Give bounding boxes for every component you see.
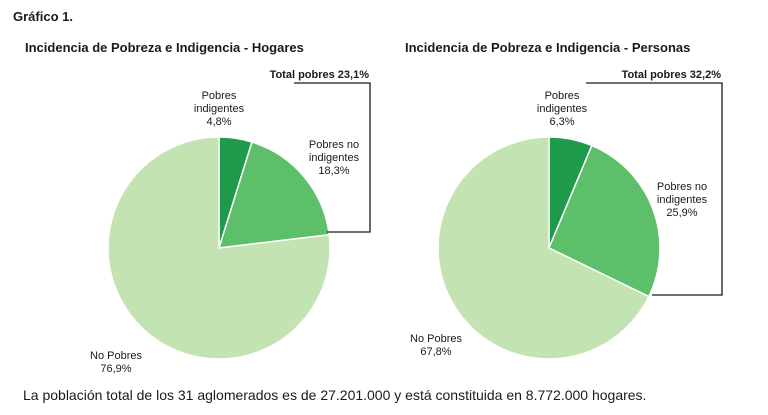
slice-label-no-pobres: No Pobres 76,9% — [90, 350, 142, 375]
total-pobres-label: Total pobres 32,2% — [622, 69, 722, 81]
total-pobres-label: Total pobres 23,1% — [270, 69, 370, 81]
chart-title: Incidencia de Pobreza e Indigencia - Per… — [405, 40, 690, 55]
pie-slice-no-pobres — [107, 136, 331, 360]
pie-charts: Incidencia de Pobreza e Indigencia - Hog… — [25, 40, 723, 375]
pie-chart-2: Incidencia de Pobreza e Indigencia - Per… — [405, 40, 723, 360]
pie-slice-no-pobres — [437, 136, 650, 360]
footnote: La población total de los 31 aglomerados… — [23, 387, 647, 403]
total-pobres-bracket — [586, 82, 723, 296]
slice-label-no-pobres: No Pobres 67,8% — [410, 333, 462, 358]
total-pobres-bracket — [294, 82, 371, 233]
slice-label-pobres-no-indigentes: Pobres no indigentes 18,3% — [309, 139, 360, 177]
slice-label-pobres-indigentes: Pobres indigentes 4,8% — [194, 90, 245, 128]
pie-slice-pobres-no-indigentes — [217, 141, 331, 249]
slice-label-pobres-no-indigentes: Pobres no indigentes 25,9% — [657, 181, 708, 219]
pie-slice-pobres-no-indigentes — [548, 144, 661, 298]
slice-label-pobres-indigentes: Pobres indigentes 6,3% — [537, 90, 588, 128]
chart-title: Incidencia de Pobreza e Indigencia - Hog… — [25, 40, 304, 55]
figure-label: Gráfico 1. — [13, 9, 73, 24]
pie-chart-1: Incidencia de Pobreza e Indigencia - Hog… — [25, 40, 371, 375]
